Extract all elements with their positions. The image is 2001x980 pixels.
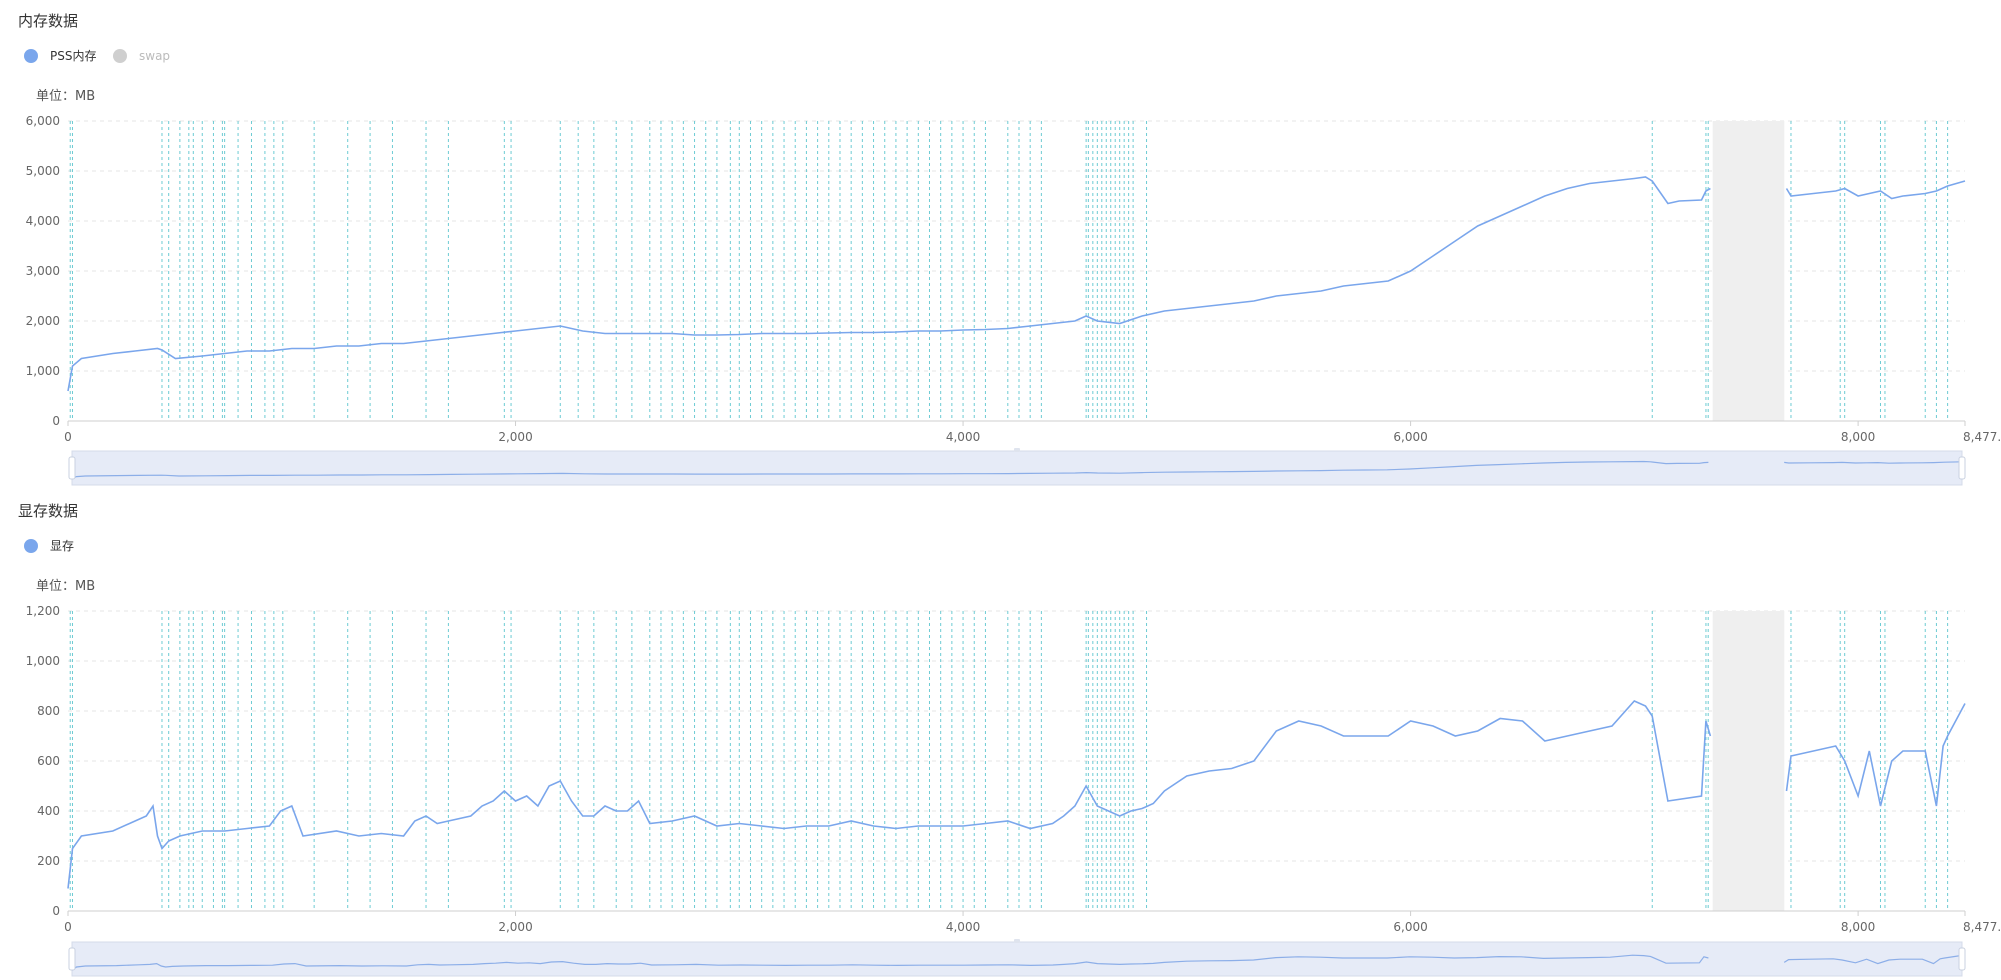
- gpu-memory-chart: 显存数据 显存 单位：MB 0 200 400 600 800 1,000 1,200 0 2,…: [18, 502, 2001, 977]
- legend-marker-swap: [113, 49, 127, 63]
- missing-data-region: [1712, 121, 1785, 421]
- x-tick-label: 8,477.7: [1963, 920, 2001, 934]
- zoom-handle-right[interactable]: [1958, 456, 1966, 480]
- zoom-handle-left[interactable]: [68, 947, 76, 971]
- zoom-preview-line: [71, 460, 1963, 480]
- y-tick-label: 400: [37, 804, 60, 818]
- y-tick-label: 5,000: [26, 164, 60, 178]
- x-tick-label: 4,000: [946, 430, 980, 444]
- zoom-track[interactable]: [71, 450, 1963, 486]
- y-tick-label: 800: [37, 704, 60, 718]
- x-tick-label: 4,000: [946, 920, 980, 934]
- x-tick-label: 0: [64, 920, 72, 934]
- x-tick-label: 8,477.7: [1963, 430, 2001, 444]
- series-line-0: [67, 176, 1966, 392]
- y-tick-label: 1,000: [26, 654, 60, 668]
- chart-title: 内存数据: [18, 12, 78, 30]
- legend-label-vram: 显存: [50, 539, 74, 553]
- data-zoom-slider[interactable]: [68, 939, 1966, 977]
- legend-item-pss[interactable]: PSS内存: [24, 49, 96, 63]
- legend-item-swap[interactable]: swap: [113, 49, 170, 63]
- legend-label-pss: PSS内存: [50, 49, 96, 63]
- x-tick-label: 2,000: [498, 920, 532, 934]
- plot-area: 0 1,000 2,000 3,000 4,000 5,000 6,000 0 2,000 4,0…: [26, 114, 2001, 444]
- data-zoom-slider[interactable]: [68, 448, 1966, 486]
- legend: PSS内存 swap: [24, 49, 170, 63]
- x-tick-label: 2,000: [498, 430, 532, 444]
- zoom-track[interactable]: [71, 941, 1963, 977]
- legend-marker-vram: [24, 539, 38, 553]
- legend-item-vram[interactable]: 显存: [24, 539, 74, 553]
- legend-label-swap: swap: [139, 49, 170, 63]
- memory-chart: 内存数据 PSS内存 swap 单位：MB 0 1,000 2,000 3,000 4,…: [18, 12, 2001, 486]
- y-tick-label: 3,000: [26, 264, 60, 278]
- y-tick-label: 6,000: [26, 114, 60, 128]
- y-tick-label: 4,000: [26, 214, 60, 228]
- y-tick-label: 2,000: [26, 314, 60, 328]
- x-tick-label: 6,000: [1393, 430, 1427, 444]
- zoom-preview-line: [71, 954, 1963, 971]
- y-tick-label: 1,200: [26, 604, 60, 618]
- y-tick-label: 200: [37, 854, 60, 868]
- y-tick-label: 0: [52, 414, 60, 428]
- y-tick-label: 600: [37, 754, 60, 768]
- unit-label: 单位：MB: [36, 579, 95, 594]
- legend-marker-pss: [24, 49, 38, 63]
- x-tick-label: 8,000: [1841, 430, 1875, 444]
- zoom-handle-left[interactable]: [68, 456, 76, 480]
- plot-area: 0 200 400 600 800 1,000 1,200 0 2,000 4,000 6,000 8…: [26, 604, 2001, 934]
- unit-label: 单位：MB: [36, 89, 95, 104]
- y-tick-label: 1,000: [26, 364, 60, 378]
- x-tick-label: 8,000: [1841, 920, 1875, 934]
- y-tick-label: 0: [52, 904, 60, 918]
- x-tick-label: 6,000: [1393, 920, 1427, 934]
- x-tick-label: 0: [64, 430, 72, 444]
- zoom-handle-right[interactable]: [1958, 947, 1966, 971]
- series-line-0: [67, 700, 1966, 889]
- legend: 显存: [24, 539, 74, 553]
- missing-data-region: [1712, 611, 1785, 911]
- chart-title: 显存数据: [18, 502, 78, 520]
- zoom-move-handle[interactable]: [1014, 448, 1020, 452]
- zoom-move-handle[interactable]: [1014, 939, 1020, 943]
